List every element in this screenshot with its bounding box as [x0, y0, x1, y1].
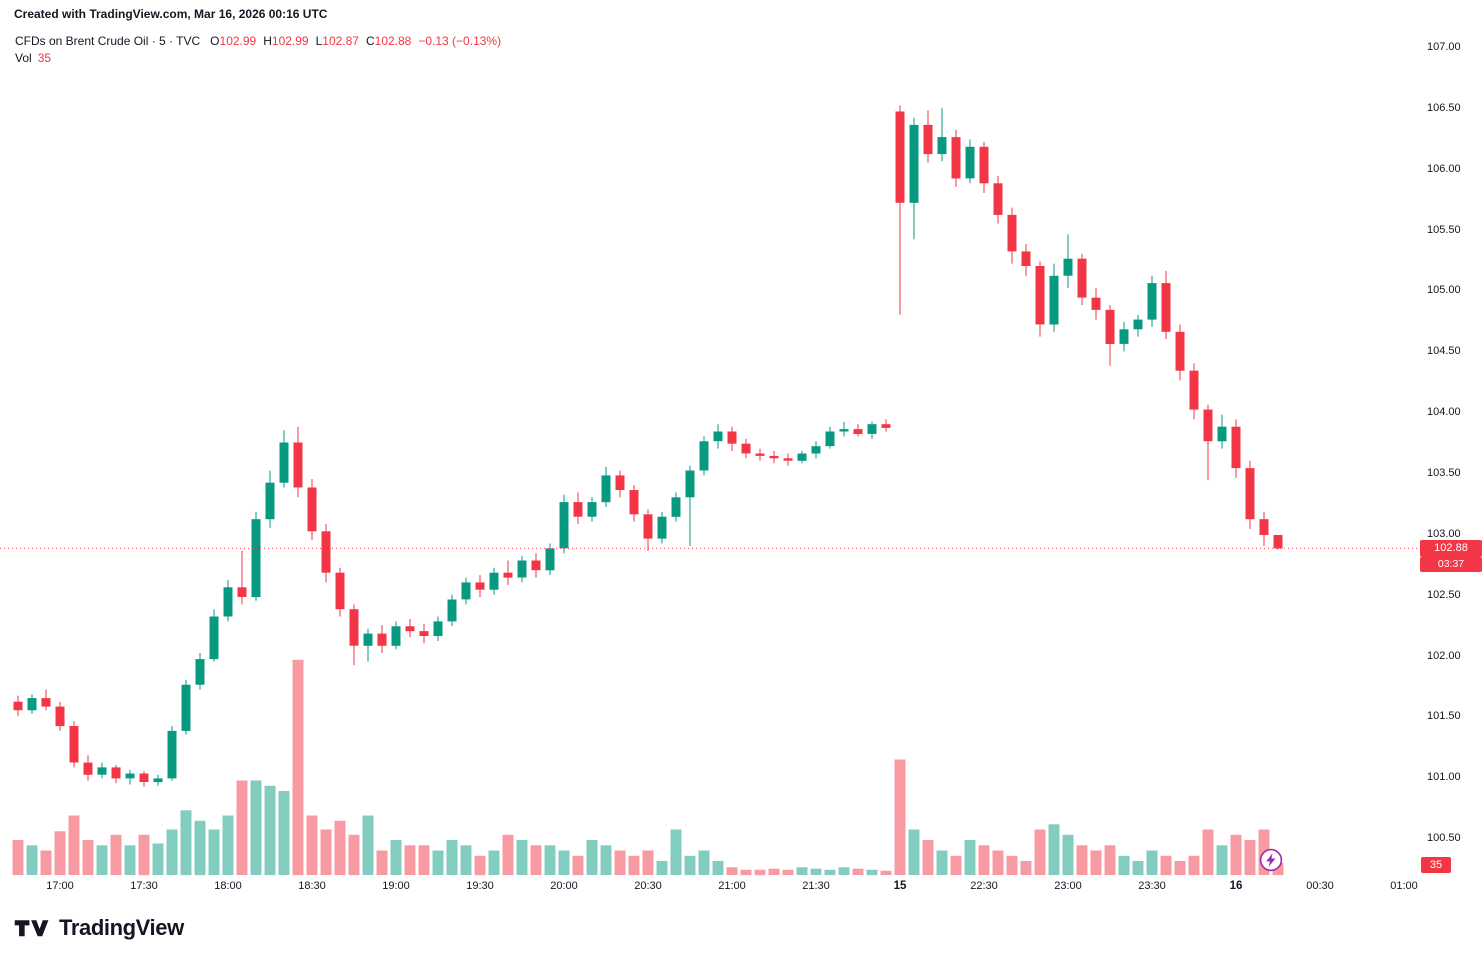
ohlc-high: H102.99 — [263, 34, 309, 48]
ohlc-close: C102.88 — [365, 34, 412, 48]
price-change: −0.13 (−0.13%) — [418, 34, 502, 48]
tradingview-logo[interactable]: TradingView — [13, 914, 184, 942]
price-axis-label: 106.50 — [1427, 101, 1461, 114]
time-axis-label: 18:00 — [214, 880, 242, 892]
time-axis-label: 20:00 — [550, 880, 578, 892]
candles — [13, 105, 1283, 787]
last-price-badge: 102.88 — [1420, 539, 1482, 557]
time-axis-label: 22:30 — [970, 880, 998, 892]
volume-label: Vol — [15, 51, 32, 65]
time-axis-label: 00:30 — [1306, 880, 1334, 892]
time-axis-label: 17:00 — [46, 880, 74, 892]
time-axis-label: 20:30 — [634, 880, 662, 892]
time-axis-label: 21:30 — [802, 880, 830, 892]
attribution-text: Created with TradingView.com, Mar 16, 20… — [14, 7, 328, 21]
price-axis-label: 104.00 — [1427, 406, 1461, 419]
price-axis-label: 106.00 — [1427, 162, 1461, 175]
price-axis-label: 101.50 — [1427, 710, 1461, 723]
bar-countdown-badge: 03:37 — [1420, 556, 1482, 572]
price-axis-label: 102.50 — [1427, 588, 1461, 601]
time-axis-label: 18:30 — [298, 880, 326, 892]
price-axis-label: 104.50 — [1427, 345, 1461, 358]
time-axis-label: 01:00 — [1390, 880, 1418, 892]
volume-bars — [12, 659, 1284, 876]
symbol-legend[interactable]: CFDs on Brent Crude Oil · 5 · TVC O102.9… — [15, 34, 501, 48]
last-volume-badge: 35 — [1421, 857, 1451, 873]
price-axis-label: 100.50 — [1427, 832, 1461, 844]
price-axis-label: 103.00 — [1427, 527, 1461, 540]
tradingview-logo-icon — [14, 920, 49, 937]
price-axis-label: 105.00 — [1427, 284, 1461, 297]
symbol-title: CFDs on Brent Crude Oil · 5 · TVC — [15, 34, 201, 48]
time-axis-label: 19:00 — [382, 880, 410, 892]
price-axis-label: 105.50 — [1427, 223, 1461, 236]
tradingview-wordmark: TradingView — [59, 915, 184, 940]
time-axis-label: 19:30 — [466, 880, 494, 892]
price-axis-label: 101.00 — [1427, 771, 1461, 784]
volume-legend[interactable]: Vol 35 — [15, 51, 51, 65]
time-axis-label: 15 — [893, 880, 907, 892]
price-axis-label: 103.50 — [1427, 466, 1461, 479]
time-axis-label: 21:00 — [718, 880, 746, 892]
time-axis-label: 23:00 — [1054, 880, 1082, 892]
price-axis-label: 107.00 — [1427, 41, 1461, 53]
time-axis-label: 23:30 — [1138, 880, 1166, 892]
lightning-icon[interactable] — [1258, 847, 1284, 873]
ohlc-low: L102.87 — [315, 34, 359, 48]
volume-value: 35 — [37, 51, 52, 65]
price-axis-label: 102.00 — [1427, 649, 1461, 662]
ohlc-open: O102.99 — [210, 34, 257, 48]
time-axis-label: 16 — [1229, 880, 1243, 892]
time-axis-label: 17:30 — [130, 880, 158, 892]
